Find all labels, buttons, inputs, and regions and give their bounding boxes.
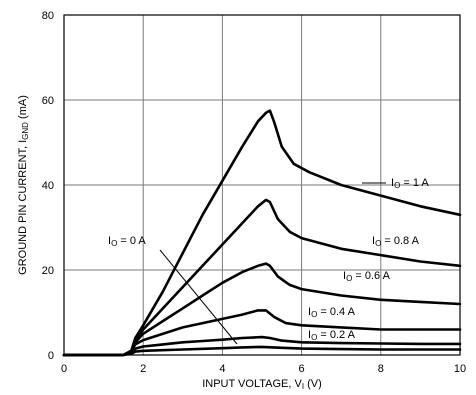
x-tick-label: 8 (378, 363, 384, 375)
y-axis-title: GROUND PIN CURRENT, IGND (mA) (17, 95, 30, 275)
x-axis-title: INPUT VOLTAGE, VI (V) (202, 378, 322, 391)
curves-layer (62, 109, 462, 357)
grid-lines (64, 15, 460, 355)
series-line-1 (62, 198, 462, 357)
y-tick-label: 20 (42, 265, 54, 277)
series-line-5 (62, 345, 462, 357)
label-leader-lines (159, 182, 386, 345)
x-tick-label: 2 (140, 363, 146, 375)
y-tick-labels: 0 20 40 60 80 (42, 10, 54, 362)
y-tick-label: 40 (42, 180, 54, 192)
series-label-leader-5 (159, 249, 238, 345)
y-tick-label: 80 (42, 10, 54, 22)
x-tick-label: 0 (61, 363, 67, 375)
series-line-2 (62, 262, 462, 357)
series-label-3: IO = 0.4 A (308, 306, 356, 319)
x-tick-label: 10 (454, 363, 466, 375)
series-label-2: IO = 0.6 A (343, 270, 391, 283)
x-tick-labels: 0 2 4 6 8 10 (61, 363, 466, 375)
y-tick-label: 60 (42, 95, 54, 107)
series-label-5: IO = 0 A (108, 235, 146, 248)
series-label-4: IO = 0.2 A (308, 329, 356, 342)
series-label-1: IO = 0.8 A (372, 235, 420, 248)
x-tick-label: 4 (219, 363, 225, 375)
series-line-0 (62, 109, 462, 357)
series-labels: IO = 1 A IO = 0.8 A IO = 0.6 A IO = 0.4 A IO… (108, 177, 429, 342)
series-label-0: IO = 1 A (391, 177, 429, 190)
plot-area-border (63, 14, 461, 356)
y-tick-label: 0 (48, 350, 54, 362)
x-tick-label: 6 (299, 363, 305, 375)
series-line-3 (62, 309, 462, 357)
